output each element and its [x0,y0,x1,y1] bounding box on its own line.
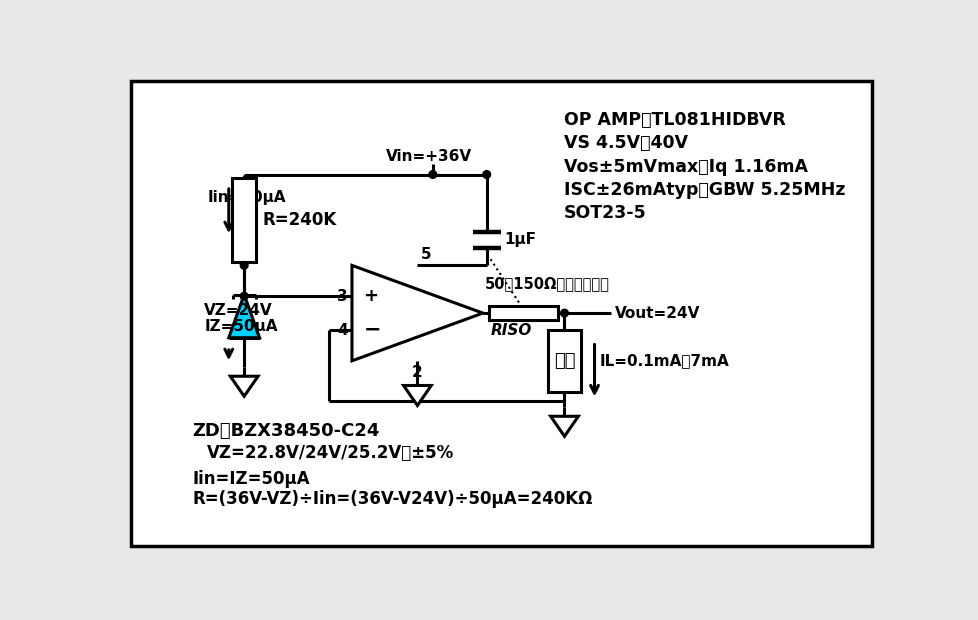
Text: VZ=22.8V/24V/25.2V　±5%: VZ=22.8V/24V/25.2V ±5% [206,444,453,462]
Text: ZD：BZX38450-C24: ZD：BZX38450-C24 [193,422,379,440]
Polygon shape [229,294,259,338]
Text: Iin=50μA: Iin=50μA [207,190,286,205]
Text: Vos±5mVmax　Iq 1.16mA: Vos±5mVmax Iq 1.16mA [563,157,807,175]
Text: 負荷: 負荷 [554,352,575,370]
Bar [489,306,557,320]
Text: IZ=50μA: IZ=50μA [204,319,278,334]
Text: Vin=+36V: Vin=+36V [385,149,471,164]
Text: OP AMP：TL081HIDBVR: OP AMP：TL081HIDBVR [563,112,784,130]
Text: 5: 5 [421,247,431,262]
Circle shape [560,309,568,317]
Text: 3: 3 [337,289,348,304]
Text: SOT23-5: SOT23-5 [563,204,645,222]
Text: 1: 1 [485,306,496,321]
Text: Vout=24V: Vout=24V [614,306,699,321]
Circle shape [240,292,247,300]
Text: 50～150Ω　発振防止用: 50～150Ω 発振防止用 [485,277,609,291]
Text: 2: 2 [412,365,422,379]
Text: ISC±26mAtyp　GBW 5.25MHz: ISC±26mAtyp GBW 5.25MHz [563,180,844,198]
Text: R=240K: R=240K [262,211,336,229]
Text: −: − [363,320,380,340]
Polygon shape [403,386,431,405]
Text: RISO: RISO [490,323,531,338]
Circle shape [240,262,247,269]
Text: R=(36V-VZ)÷Iin=(36V-V24V)÷50μA=240KΩ: R=(36V-VZ)÷Iin=(36V-V24V)÷50μA=240KΩ [193,490,593,508]
Polygon shape [230,376,258,396]
Polygon shape [550,416,578,436]
Text: Iin=IZ=50μA: Iin=IZ=50μA [193,470,310,488]
Bar [232,179,256,262]
Text: VS 4.5V～40V: VS 4.5V～40V [563,135,688,153]
Bar [548,330,580,392]
Text: IL=0.1mA～7mA: IL=0.1mA～7mA [600,353,729,368]
Polygon shape [352,265,482,361]
Text: VZ=24V: VZ=24V [204,303,273,317]
Text: 4: 4 [337,322,348,337]
Circle shape [428,170,436,179]
Text: +: + [363,287,378,305]
Circle shape [482,170,490,179]
Text: 1μF: 1μF [504,232,536,247]
